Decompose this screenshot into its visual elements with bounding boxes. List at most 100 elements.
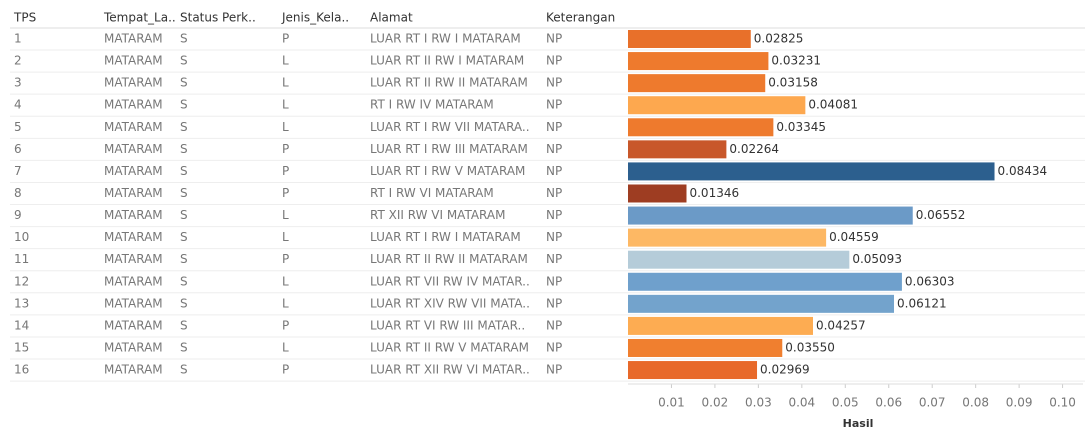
table-cell: S <box>180 340 188 354</box>
table-cell: P <box>282 32 289 46</box>
table-cell: S <box>180 363 188 377</box>
value-label: 0.05093 <box>852 252 902 266</box>
table-cell: 5 <box>14 120 22 134</box>
table-cell: MATARAM <box>104 98 163 112</box>
value-label: 0.02969 <box>760 363 810 377</box>
table-cell: MATARAM <box>104 164 163 178</box>
table-cell: L <box>282 120 289 134</box>
bar <box>628 338 783 357</box>
table-cell: NP <box>546 120 562 134</box>
table-cell: 14 <box>14 318 29 332</box>
table-cell: NP <box>546 142 562 156</box>
table-cell: S <box>180 54 188 68</box>
table-cell: LUAR RT I RW VII MATARA.. <box>370 120 530 134</box>
bar <box>628 96 806 115</box>
column-header: Tempat_La.. <box>103 11 176 25</box>
table-cell: L <box>282 76 289 90</box>
table-cell: P <box>282 164 289 178</box>
value-label: 0.03158 <box>768 76 818 90</box>
value-label: 0.03231 <box>771 54 821 68</box>
table-cell: P <box>282 252 289 266</box>
x-tick-label: 0.06 <box>875 396 902 410</box>
table-cell: MATARAM <box>104 296 163 310</box>
table-cell: MATARAM <box>104 186 163 200</box>
table-cell: NP <box>546 208 562 222</box>
table-cell: L <box>282 208 289 222</box>
value-label: 0.06121 <box>897 296 947 310</box>
table-cell: LUAR RT VI RW III MATAR.. <box>370 318 525 332</box>
table-cell: NP <box>546 230 562 244</box>
table-cell: NP <box>546 54 562 68</box>
table-cell: RT I RW IV MATARAM <box>370 98 494 112</box>
x-tick-label: 0.04 <box>788 396 815 410</box>
table-cell: NP <box>546 76 562 90</box>
bar <box>628 361 758 380</box>
table-cell: NP <box>546 32 562 46</box>
table-cell: NP <box>546 186 562 200</box>
table-cell: LUAR RT XII RW VI MATAR.. <box>370 363 530 377</box>
table-cell: LUAR RT I RW V MATARAM <box>370 164 525 178</box>
table-cell: 3 <box>14 76 22 90</box>
table-cell: S <box>180 164 188 178</box>
column-header: Alamat <box>370 11 413 25</box>
x-tick-label: 0.01 <box>658 396 685 410</box>
value-label: 0.06303 <box>905 274 955 288</box>
table-cell: S <box>180 274 188 288</box>
table-cell: LUAR RT II RW II MATARAM <box>370 252 528 266</box>
bar <box>628 184 687 203</box>
table-cell: NP <box>546 296 562 310</box>
bar <box>628 294 895 313</box>
column-header: Keterangan <box>546 11 615 25</box>
table-cell: RT XII RW VI MATARAM <box>370 208 505 222</box>
table-cell: 13 <box>14 296 29 310</box>
table-cell: S <box>180 98 188 112</box>
table-cell: NP <box>546 274 562 288</box>
x-tick-label: 0.09 <box>1006 396 1033 410</box>
table-cell: S <box>180 208 188 222</box>
value-label: 0.02825 <box>754 32 804 46</box>
table-cell: 16 <box>14 363 29 377</box>
table-cell: P <box>282 142 289 156</box>
x-tick-label: 0.10 <box>1049 396 1076 410</box>
table-cell: S <box>180 318 188 332</box>
table-cell: MATARAM <box>104 318 163 332</box>
bar <box>628 206 913 225</box>
value-label: 0.04257 <box>816 318 866 332</box>
x-tick-label: 0.03 <box>745 396 772 410</box>
x-tick-label: 0.02 <box>702 396 729 410</box>
table-cell: L <box>282 54 289 68</box>
table-cell: RT I RW VI MATARAM <box>370 186 494 200</box>
table-cell: LUAR RT II RW II MATARAM <box>370 76 528 90</box>
table-cell: S <box>180 142 188 156</box>
table-cell: S <box>180 186 188 200</box>
table-cell: LUAR RT II RW V MATARAM <box>370 340 529 354</box>
table-cell: NP <box>546 164 562 178</box>
x-axis-label: Hasil <box>843 417 874 430</box>
bar <box>628 162 995 181</box>
value-label: 0.06552 <box>916 208 966 222</box>
table-cell: 7 <box>14 164 22 178</box>
bar <box>628 30 751 48</box>
x-tick-label: 0.07 <box>919 396 946 410</box>
table-cell: MATARAM <box>104 363 163 377</box>
table-cell: MATARAM <box>104 76 163 90</box>
table-cell: 12 <box>14 274 29 288</box>
table-cell: 9 <box>14 208 22 222</box>
table-cell: LUAR RT I RW I MATARAM <box>370 32 521 46</box>
table-cell: LUAR RT I RW I MATARAM <box>370 230 521 244</box>
table-cell: 8 <box>14 186 22 200</box>
table-cell: L <box>282 296 289 310</box>
bar <box>628 272 902 291</box>
bar <box>628 228 827 247</box>
x-tick-label: 0.08 <box>962 396 989 410</box>
value-label: 0.03345 <box>776 120 826 134</box>
table-cell: MATARAM <box>104 230 163 244</box>
table-cell: NP <box>546 318 562 332</box>
table-cell: S <box>180 230 188 244</box>
value-label: 0.01346 <box>689 186 739 200</box>
table-cell: S <box>180 296 188 310</box>
table-cell: 2 <box>14 54 22 68</box>
table-cell: P <box>282 363 289 377</box>
table-cell: MATARAM <box>104 252 163 266</box>
value-label: 0.08434 <box>998 164 1048 178</box>
